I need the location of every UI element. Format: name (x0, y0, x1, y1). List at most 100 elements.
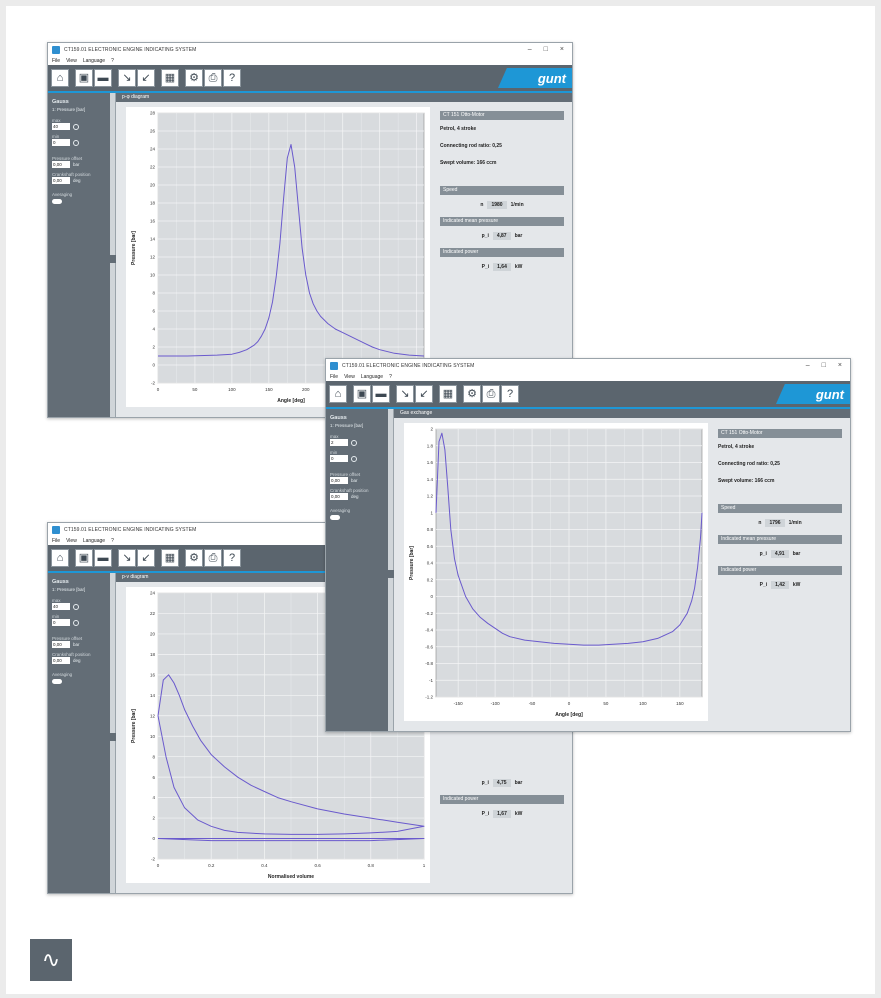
settings-icon[interactable]: ⚙ (463, 385, 481, 403)
help-icon[interactable]: ? (223, 69, 241, 87)
print-icon[interactable]: ⎙ (204, 549, 222, 567)
grid-table-icon[interactable]: ▦ (161, 69, 179, 87)
close-button[interactable]: × (559, 46, 564, 53)
maximize-button[interactable]: □ (821, 362, 826, 369)
menu-view[interactable]: View (344, 373, 355, 380)
offset-unit: bar (73, 642, 80, 647)
power-unit: kW (514, 264, 523, 270)
speed-symbol: n (758, 520, 762, 526)
plot-background (157, 112, 425, 384)
zoom-icon[interactable] (73, 139, 79, 146)
y-tick-label: 16 (150, 219, 156, 224)
crank-input[interactable]: 0,00 (52, 657, 70, 664)
series-line-0 (435, 432, 703, 646)
menu-language[interactable]: Language (82, 57, 106, 64)
zoom-icon[interactable] (73, 619, 79, 626)
crank-input[interactable]: 0,00 (52, 177, 70, 184)
min-input[interactable]: 0 (52, 619, 70, 626)
home-icon[interactable]: ⌂ (329, 385, 347, 403)
averaging-label: Averaging (330, 508, 351, 513)
y-tick-label: -0.6 (425, 644, 433, 649)
menu-language[interactable]: Language (82, 537, 106, 544)
close-button[interactable]: × (837, 362, 842, 369)
menu-file[interactable]: File (52, 57, 61, 64)
content-area: Gas exchange -150 -100 -50 0 50 100 150 -1.2 -1-… (394, 409, 850, 731)
power-symbol: P_i (481, 811, 490, 817)
home-icon[interactable]: ⌂ (51, 549, 69, 567)
settings-icon[interactable]: ⚙ (185, 549, 203, 567)
power-header: Indicated power (440, 795, 564, 804)
offset-input[interactable]: 0,00 (52, 641, 70, 648)
save-icon[interactable]: ▣ (353, 385, 371, 403)
y-tick-label: 24 (150, 147, 156, 152)
home-icon[interactable]: ⌂ (51, 69, 69, 87)
offset-input[interactable]: 0,00 (330, 477, 348, 484)
menu-file[interactable]: File (52, 537, 61, 544)
menu-help[interactable]: ? (111, 537, 114, 544)
y-tick-label: 1 (430, 510, 433, 515)
sidebar: Gauss 1: Pressure [bar] max 2 min 0 Pres… (326, 409, 388, 731)
maximize-button[interactable]: □ (543, 46, 548, 53)
tdc-sensor-icon[interactable]: ↙ (415, 385, 433, 403)
print-icon[interactable]: ⎙ (482, 385, 500, 403)
pressure-sensor-icon[interactable]: ↘ (396, 385, 414, 403)
averaging-toggle[interactable] (330, 515, 340, 520)
max-input[interactable]: 2 (330, 439, 348, 446)
min-input[interactable]: 0 (330, 455, 348, 462)
menu-file[interactable]: File (330, 373, 339, 380)
series-line-1 (157, 838, 425, 842)
settings-icon[interactable]: ⚙ (185, 69, 203, 87)
y-tick-label: 1.2 (427, 494, 434, 499)
y-tick-label: 12 (150, 713, 156, 718)
info-panel: CT 151 Otto-Motor Petrol, 4 stroke Conne… (440, 111, 564, 279)
open-folder-icon[interactable]: ▬ (94, 69, 112, 87)
pressure-sensor-icon[interactable]: ↘ (118, 69, 136, 87)
imp-symbol: p_i (481, 780, 489, 786)
speed-value: 1980 (487, 201, 507, 209)
crank-input[interactable]: 0,00 (330, 493, 348, 500)
menu-help[interactable]: ? (111, 57, 114, 64)
zoom-icon[interactable] (351, 455, 357, 462)
tdc-sensor-icon[interactable]: ↙ (137, 69, 155, 87)
save-icon[interactable]: ▣ (75, 69, 93, 87)
minimize-button[interactable]: – (527, 46, 532, 53)
splitter[interactable] (110, 573, 116, 893)
sidebar: Gauss 1: Pressure [bar] max 40 min 0 Pre… (48, 573, 110, 893)
print-icon[interactable]: ⎙ (204, 69, 222, 87)
info-panel: CT 151 Otto-Motor Petrol, 4 stroke Conne… (718, 429, 842, 597)
max-input[interactable]: 40 (52, 123, 70, 130)
max-input[interactable]: 40 (52, 603, 70, 610)
save-icon[interactable]: ▣ (75, 549, 93, 567)
menu-help[interactable]: ? (389, 373, 392, 380)
offset-input[interactable]: 0,00 (52, 161, 70, 168)
help-icon[interactable]: ? (501, 385, 519, 403)
minimize-button[interactable]: – (805, 362, 810, 369)
splitter[interactable] (388, 409, 394, 731)
menu-view[interactable]: View (66, 537, 77, 544)
open-folder-icon[interactable]: ▬ (94, 549, 112, 567)
zoom-icon[interactable] (351, 439, 357, 446)
grid-table-icon[interactable]: ▦ (439, 385, 457, 403)
y-tick-label: -2 (151, 857, 155, 862)
menu-language[interactable]: Language (360, 373, 384, 380)
max-label: max (52, 598, 61, 603)
app-icon (52, 525, 60, 534)
averaging-toggle[interactable] (52, 199, 62, 204)
grid-table-icon[interactable]: ▦ (161, 549, 179, 567)
zoom-icon[interactable] (73, 603, 79, 610)
open-folder-icon[interactable]: ▬ (372, 385, 390, 403)
y-tick-label: -0.8 (425, 661, 433, 666)
menu-view[interactable]: View (66, 57, 77, 64)
splitter[interactable] (110, 93, 116, 417)
y-tick-label: 1.4 (427, 477, 434, 482)
swept-volume: Swept volume: 166 ccm (718, 478, 775, 484)
min-input[interactable]: 0 (52, 139, 70, 146)
help-icon[interactable]: ? (223, 549, 241, 567)
speed-unit: 1/min (510, 202, 524, 208)
averaging-toggle[interactable] (52, 679, 62, 684)
pressure-sensor-icon[interactable]: ↘ (118, 549, 136, 567)
zoom-icon[interactable] (73, 123, 79, 130)
tdc-sensor-icon[interactable]: ↙ (137, 549, 155, 567)
y-tick-label: -2 (151, 381, 155, 386)
rod-ratio: Connecting rod ratio: 0,25 (718, 461, 780, 467)
